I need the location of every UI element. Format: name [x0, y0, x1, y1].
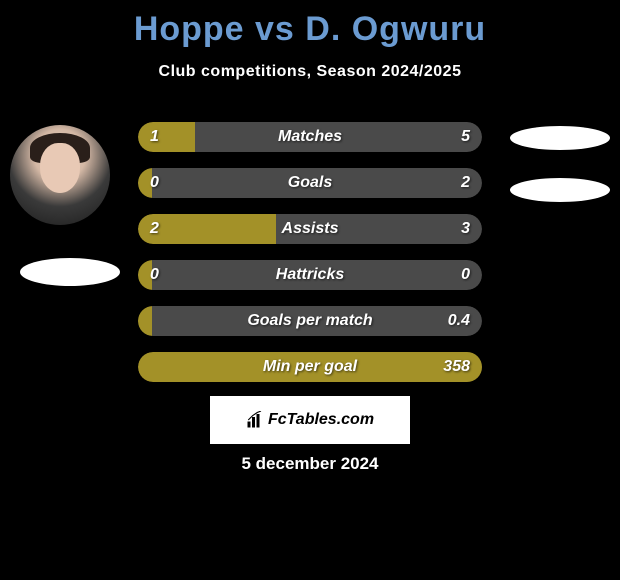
club-badge-right-2: [510, 178, 610, 202]
stat-bar-left: [138, 306, 152, 336]
date-text: 5 december 2024: [241, 454, 378, 474]
stat-value-right: 0.4: [448, 312, 470, 330]
stat-value-right: 2: [461, 174, 470, 192]
stat-value-left: 0: [150, 266, 159, 284]
comparison-subtitle: Club competitions, Season 2024/2025: [0, 63, 620, 81]
stat-row-gpm: Goals per match 0.4: [138, 306, 482, 336]
stat-value-right: 5: [461, 128, 470, 146]
stat-value-right: 0: [461, 266, 470, 284]
footer-brand-text: FcTables.com: [268, 411, 374, 429]
stat-label: Goals per match: [247, 312, 372, 330]
avatar-face: [40, 143, 80, 193]
stat-row-matches: 1 Matches 5: [138, 122, 482, 152]
stat-label: Hattricks: [276, 266, 344, 284]
stat-value-left: 0: [150, 174, 159, 192]
stat-row-mpg: Min per goal 358: [138, 352, 482, 382]
footer-brand-badge: FcTables.com: [210, 396, 410, 444]
club-badge-right-1: [510, 126, 610, 150]
stat-label: Min per goal: [263, 358, 357, 376]
chart-icon: [246, 411, 264, 429]
stat-row-hattricks: 0 Hattricks 0: [138, 260, 482, 290]
stat-label: Matches: [278, 128, 342, 146]
stat-row-assists: 2 Assists 3: [138, 214, 482, 244]
stat-value-left: 1: [150, 128, 159, 146]
club-badge-left: [20, 258, 120, 286]
comparison-title: Hoppe vs D. Ogwuru: [0, 0, 620, 49]
stats-container: 1 Matches 5 0 Goals 2 2 Assists 3 0 Hatt…: [138, 122, 482, 398]
stat-value-right: 358: [443, 358, 470, 376]
stat-label: Assists: [282, 220, 339, 238]
player-left-avatar: [10, 125, 110, 225]
stat-value-left: 2: [150, 220, 159, 238]
stat-value-right: 3: [461, 220, 470, 238]
stat-bar-left: [138, 122, 195, 152]
stat-row-goals: 0 Goals 2: [138, 168, 482, 198]
stat-label: Goals: [288, 174, 332, 192]
